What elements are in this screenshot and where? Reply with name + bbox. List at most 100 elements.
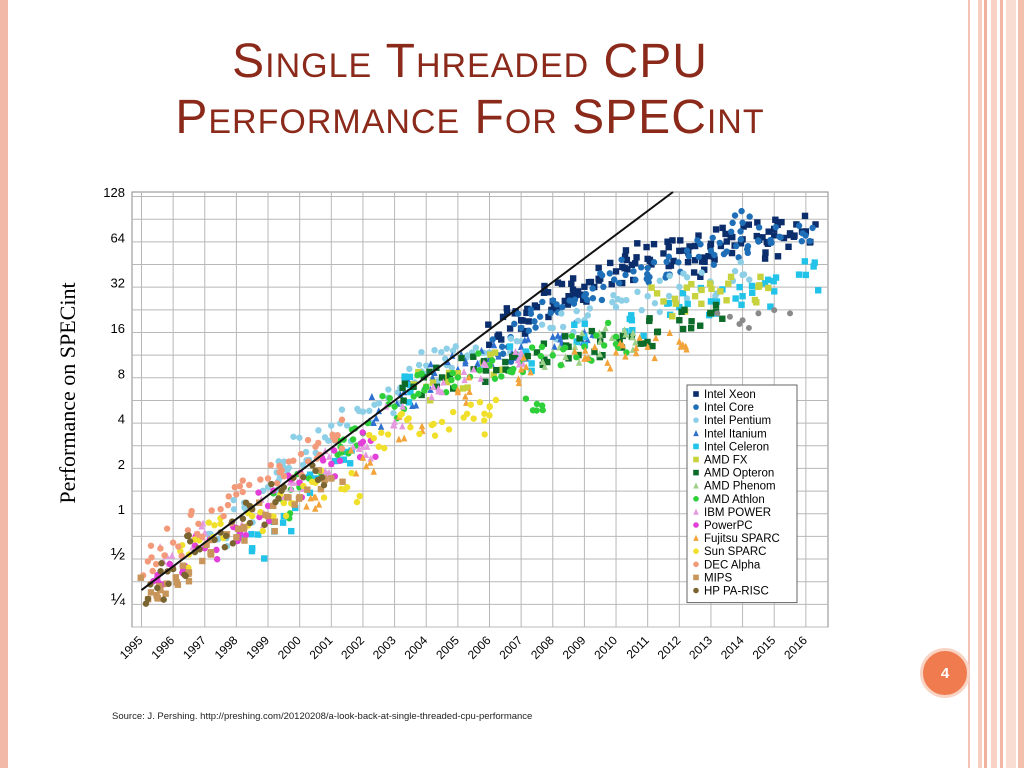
data-point [608,334,616,341]
data-point [231,483,238,491]
data-point [144,595,152,603]
data-point [746,276,753,283]
data-point [399,422,406,430]
data-point [531,302,539,309]
data-point [581,283,588,291]
data-point [270,513,277,520]
data-point [410,393,417,400]
data-point [600,283,607,291]
y-tick-label: 16 [111,321,125,336]
data-point [810,263,817,270]
data-point [547,324,554,332]
data-point [370,435,378,442]
data-point [638,307,645,314]
data-point [431,346,438,354]
data-point [503,305,510,312]
data-point [307,494,314,502]
data-point [717,288,724,295]
x-tick-label: 2012 [655,633,684,662]
data-point [522,348,529,355]
data-point [585,278,593,286]
data-point [315,427,322,434]
y-tick-label: 1 [118,502,125,517]
data-point [391,421,398,429]
data-point [683,284,690,291]
legend-label: Intel Celeron [704,441,769,453]
data-point [539,406,546,414]
data-point [320,481,328,489]
legend-marker [693,430,699,437]
legend-marker [693,482,699,489]
data-point [233,534,240,541]
data-point [557,361,564,369]
data-point [477,374,485,382]
data-point [610,276,618,283]
data-point [744,243,752,250]
data-point [629,333,636,341]
y-tick-label: 128 [103,185,125,200]
data-point [401,380,409,387]
data-point [302,448,310,456]
data-point [426,368,433,375]
slide-title: Single Threaded CPU Performance For SPEC… [90,34,850,146]
data-point [279,519,287,526]
right-decorative-stripes [968,0,1024,768]
data-point [621,265,628,272]
y-axis-label: Performance on SPECint [55,282,80,504]
data-point [584,312,592,319]
data-point [259,527,266,535]
data-point [336,457,344,465]
data-point [622,271,629,279]
data-point [688,318,695,325]
data-point [626,315,633,323]
data-point [571,296,579,303]
data-point [241,504,248,511]
data-point [650,240,658,248]
data-point [157,545,164,552]
data-point [683,274,691,281]
data-point [802,228,810,235]
data-point [295,495,303,502]
data-point [158,560,165,567]
data-point [271,527,278,535]
data-point [570,290,578,298]
data-point [765,284,772,292]
data-point [225,493,232,500]
data-point [656,277,663,285]
data-point [299,461,307,469]
data-point [495,352,502,360]
data-point [325,452,333,460]
data-point [568,332,575,340]
data-point [646,256,654,264]
data-point [186,538,194,545]
data-point [612,348,620,356]
data-point [541,362,548,370]
data-point [221,543,229,551]
data-point [448,364,455,372]
data-point [547,309,554,317]
data-point [482,378,489,386]
data-point [660,250,667,257]
data-point [147,589,155,596]
data-point [524,352,531,360]
data-point [576,335,583,342]
data-point [418,348,425,356]
data-point [606,364,614,372]
data-point [765,228,772,235]
data-point [710,261,718,268]
data-point [653,290,661,297]
data-point [644,292,651,300]
data-point [575,358,583,366]
data-point [431,432,439,439]
data-point [207,550,214,557]
data-point [665,253,673,260]
data-point [562,353,569,361]
data-point [366,458,374,466]
data-point [663,258,670,266]
data-point [759,234,766,241]
data-point [712,301,720,309]
data-point [772,274,780,281]
data-point [598,296,606,304]
data-point [384,431,392,438]
data-point [490,371,497,379]
